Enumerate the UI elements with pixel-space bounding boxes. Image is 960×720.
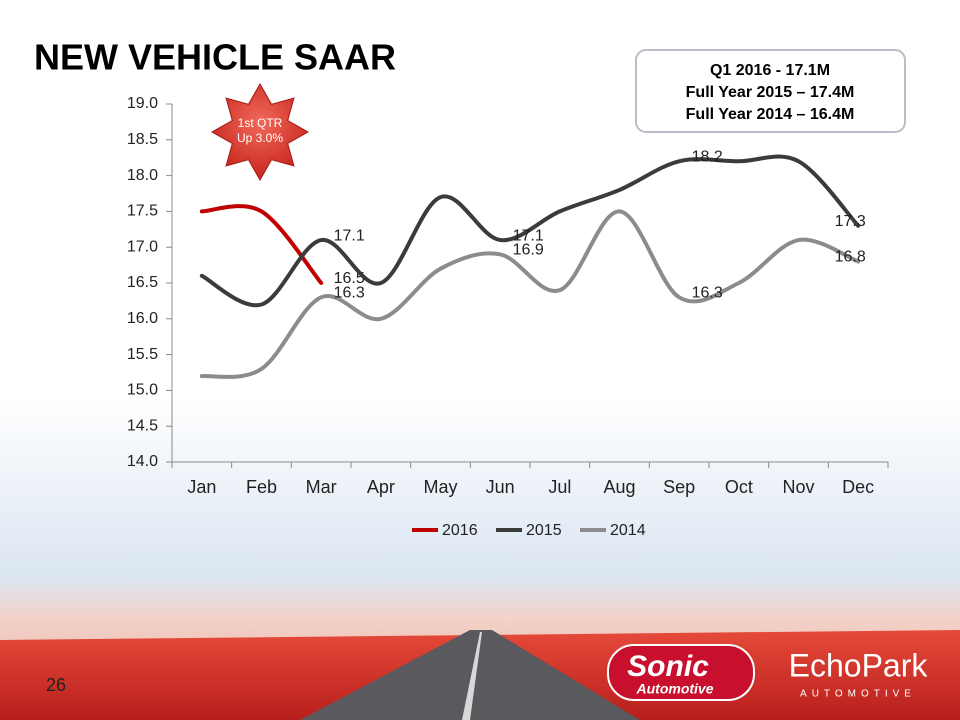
- data-label: 16.3: [334, 285, 365, 302]
- x-tick-label: Feb: [246, 477, 277, 497]
- data-label: 16.8: [835, 249, 866, 266]
- callout-line: Full Year 2014 – 16.4M: [686, 106, 855, 123]
- data-label: 16.3: [692, 285, 723, 302]
- x-tick-label: Nov: [782, 477, 814, 497]
- y-tick-label: 18.5: [127, 131, 158, 148]
- y-tick-label: 17.5: [127, 203, 158, 220]
- legend-label: 2015: [526, 522, 562, 539]
- x-tick-label: Apr: [367, 477, 395, 497]
- data-label: 17.1: [334, 227, 365, 244]
- callout-box: [635, 49, 906, 133]
- legend-label: 2016: [442, 522, 478, 539]
- y-tick-label: 15.5: [127, 346, 158, 363]
- x-tick-label: Mar: [306, 477, 337, 497]
- badge-text: 1st QTR: [238, 116, 283, 130]
- callout-line: Full Year 2015 – 17.4M: [686, 84, 855, 101]
- y-tick-label: 18.0: [127, 167, 158, 184]
- series-line: [199, 209, 861, 379]
- sonic-logo-bg: [607, 644, 755, 701]
- x-tick-label: May: [423, 477, 457, 497]
- page-number: 26: [46, 675, 66, 695]
- echopark-logo: EchoPark: [789, 647, 929, 683]
- y-tick-label: 16.0: [127, 310, 158, 327]
- data-label: 17.1: [513, 227, 544, 244]
- legend-label: 2014: [610, 522, 646, 539]
- series-line: [199, 204, 324, 285]
- x-tick-label: Dec: [842, 477, 874, 497]
- road: [300, 630, 640, 720]
- y-tick-label: 16.5: [127, 274, 158, 291]
- x-tick-label: Jan: [187, 477, 216, 497]
- badge-text: Up 3.0%: [237, 131, 283, 145]
- chart: 14.0 14.5 15.0 15.5 16.0 16.5 17.0 17.5 18.0 18.5…: [127, 95, 889, 539]
- x-tick-label: Oct: [725, 477, 753, 497]
- series-line: [199, 154, 861, 308]
- data-label: 16.9: [513, 242, 544, 259]
- y-tick-label: 14.5: [127, 417, 158, 434]
- road-line: [462, 632, 482, 720]
- callout-line: Q1 2016 - 17.1M: [710, 62, 830, 79]
- data-label: 18.2: [692, 148, 723, 165]
- y-tick-label: 14.0: [127, 453, 158, 470]
- badge-star: [210, 82, 310, 182]
- echopark-logo-sub: AUTOMOTIVE: [800, 689, 916, 700]
- data-label: 16.5: [334, 270, 365, 287]
- sonic-logo-sub: Automotive: [636, 681, 714, 697]
- y-tick-label: 19.0: [127, 95, 158, 112]
- data-label: 17.3: [835, 213, 866, 230]
- slide-title: NEW VEHICLE SAAR: [34, 37, 396, 78]
- x-tick-label: Jul: [548, 477, 571, 497]
- y-tick-label: 15.0: [127, 382, 158, 399]
- sonic-logo: Sonic: [627, 650, 709, 683]
- x-tick-label: Sep: [663, 477, 695, 497]
- x-tick-label: Jun: [486, 477, 515, 497]
- x-tick-label: Aug: [603, 477, 635, 497]
- y-tick-label: 17.0: [127, 238, 158, 255]
